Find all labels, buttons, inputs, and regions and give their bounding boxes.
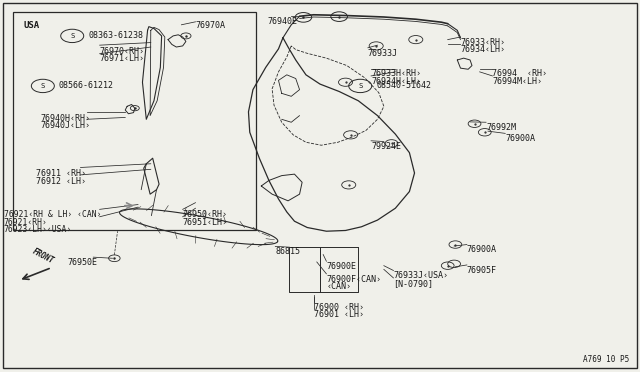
- Text: 76934‹LH›: 76934‹LH›: [461, 45, 506, 54]
- Text: 76992M: 76992M: [486, 123, 516, 132]
- Text: 76970A: 76970A: [195, 21, 225, 30]
- Text: 76900F‹CAN›: 76900F‹CAN›: [326, 275, 381, 284]
- Text: [N-0790]: [N-0790]: [394, 279, 433, 288]
- Text: 08540-51642: 08540-51642: [376, 81, 431, 90]
- Text: 76971‹LH›: 76971‹LH›: [100, 54, 145, 64]
- Text: 76994M‹LH›: 76994M‹LH›: [492, 77, 543, 86]
- Text: 76994  ‹RH›: 76994 ‹RH›: [492, 69, 547, 78]
- Text: 76951‹LH›: 76951‹LH›: [182, 218, 228, 227]
- Text: A769 10 P5: A769 10 P5: [584, 355, 630, 364]
- Text: 79924E: 79924E: [371, 141, 401, 151]
- Text: S: S: [358, 83, 362, 89]
- Bar: [13, 12, 256, 231]
- Text: S: S: [41, 83, 45, 89]
- Text: 76900E: 76900E: [326, 262, 356, 271]
- Text: 76921‹RH & LH› ‹CAN›: 76921‹RH & LH› ‹CAN›: [4, 210, 101, 219]
- Text: 76933H‹RH›: 76933H‹RH›: [371, 69, 421, 78]
- Text: 76901 ‹LH›: 76901 ‹LH›: [314, 310, 364, 319]
- Text: 76934H‹LH›: 76934H‹LH›: [371, 77, 421, 86]
- Text: 76950E: 76950E: [68, 258, 98, 267]
- Text: 76905F: 76905F: [467, 266, 497, 275]
- Text: 08363-61238: 08363-61238: [88, 31, 143, 41]
- Text: FRONT: FRONT: [31, 247, 56, 266]
- Text: 76900A: 76900A: [505, 134, 535, 143]
- Text: 76933‹RH›: 76933‹RH›: [461, 38, 506, 47]
- Text: 76940E: 76940E: [268, 17, 298, 26]
- Text: 76940J‹LH›: 76940J‹LH›: [40, 121, 90, 130]
- Text: 76911 ‹RH›: 76911 ‹RH›: [36, 169, 86, 178]
- Text: S: S: [70, 33, 74, 39]
- Text: 76900 ‹RH›: 76900 ‹RH›: [314, 303, 364, 312]
- Text: 08566-61212: 08566-61212: [59, 81, 114, 90]
- Text: 76921‹RH›: 76921‹RH›: [4, 218, 48, 227]
- Text: 76933J‹USA›: 76933J‹USA›: [394, 271, 449, 280]
- Text: 76933J: 76933J: [368, 49, 398, 58]
- Text: ‹CAN›: ‹CAN›: [326, 282, 351, 291]
- Text: 76912 ‹LH›: 76912 ‹LH›: [36, 177, 86, 186]
- Text: 76940H‹RH›: 76940H‹RH›: [40, 114, 90, 123]
- Text: 76900A: 76900A: [467, 245, 497, 254]
- Text: 76950‹RH›: 76950‹RH›: [182, 210, 228, 219]
- Text: 86815: 86815: [275, 247, 300, 256]
- Text: 76923‹LH›‹USA›: 76923‹LH›‹USA›: [4, 225, 72, 234]
- Text: 76970‹RH›: 76970‹RH›: [100, 47, 145, 56]
- Text: USA: USA: [23, 21, 39, 30]
